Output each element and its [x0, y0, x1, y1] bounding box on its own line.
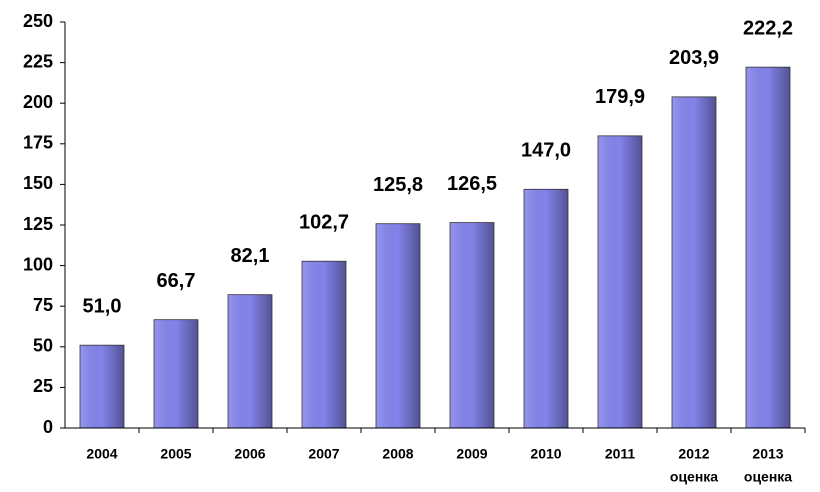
value-label: 203,9 [669, 47, 719, 69]
y-tick-label: 50 [33, 336, 53, 356]
value-label: 126,5 [447, 173, 497, 195]
x-tick-label: 2012 [678, 446, 709, 462]
y-tick-label: 175 [23, 133, 53, 153]
bar-shade [745, 66, 791, 429]
bar-shade [375, 223, 421, 429]
x-tick-label: 2009 [456, 446, 487, 462]
value-label: 82,1 [231, 245, 270, 267]
y-tick-label: 200 [23, 92, 53, 112]
y-tick-label: 25 [33, 376, 53, 396]
x-tick-label: 2007 [308, 446, 339, 462]
x-tick-label: 2006 [234, 446, 265, 462]
bar-shade [153, 319, 199, 429]
value-label: 179,9 [595, 86, 645, 108]
x-tick-label: 2011 [605, 446, 636, 462]
x-tick-label: 2005 [160, 446, 191, 462]
x-tick-label: 2008 [382, 446, 413, 462]
x-tick-sublabel: оценка [670, 469, 718, 485]
bar-shade [227, 294, 273, 429]
x-tick-label: 2010 [530, 446, 561, 462]
y-tick-label: 250 [23, 11, 53, 31]
y-tick-label: 100 [23, 254, 53, 274]
y-tick-label: 75 [33, 295, 53, 315]
y-tick-label: 0 [43, 417, 53, 437]
y-tick-label: 125 [23, 214, 53, 234]
x-tick-sublabel: оценка [744, 469, 792, 485]
y-tick-label: 225 [23, 51, 53, 71]
bar-shade [449, 222, 495, 429]
bar-shade [301, 260, 347, 429]
bar-shade [79, 344, 125, 429]
bar-shade [523, 188, 569, 429]
value-label: 51,0 [83, 295, 122, 317]
value-label: 125,8 [373, 174, 423, 196]
x-tick-label: 2004 [86, 446, 117, 462]
bar-shade [671, 96, 717, 429]
value-label: 222,2 [743, 17, 793, 39]
value-label: 102,7 [299, 211, 349, 233]
x-tick-label: 2013 [752, 446, 783, 462]
value-label: 66,7 [157, 270, 196, 292]
value-label: 147,0 [521, 140, 571, 162]
y-tick-label: 150 [23, 173, 53, 193]
bar-shade [597, 135, 643, 429]
